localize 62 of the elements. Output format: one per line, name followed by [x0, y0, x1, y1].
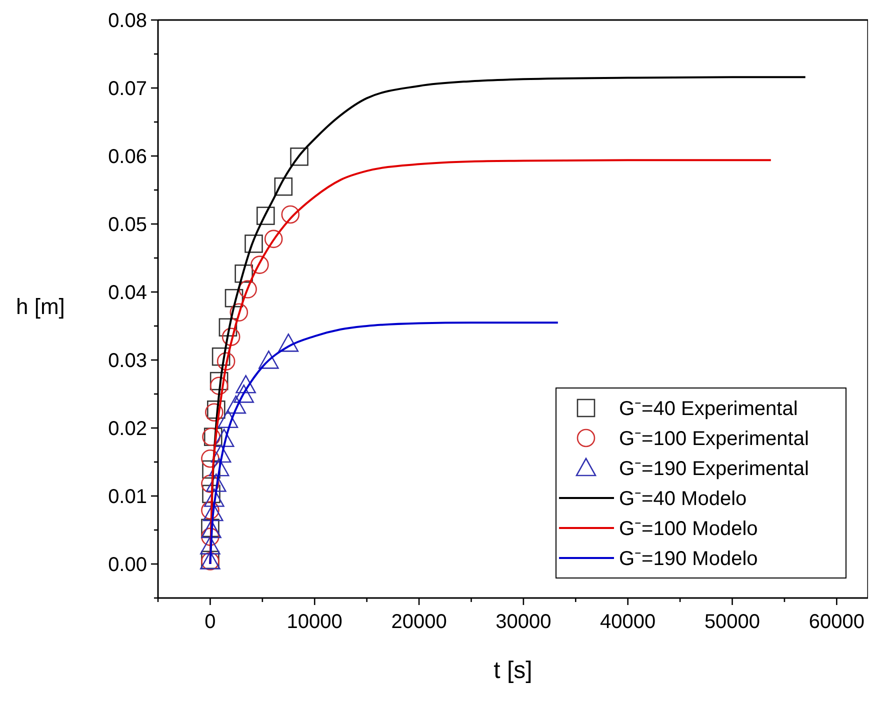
- x-tick-label: 30000: [496, 611, 552, 633]
- y-tick-label: 0.06: [108, 146, 147, 168]
- point: [236, 375, 256, 394]
- y-tick-label: 0.00: [108, 554, 147, 576]
- point: [250, 256, 269, 274]
- point: [234, 264, 253, 283]
- point: [206, 474, 226, 492]
- point: [281, 205, 300, 224]
- y-tick-label: 0.08: [108, 10, 147, 32]
- point: [278, 334, 299, 352]
- x-axis-title: t [s]: [494, 657, 532, 684]
- x-tick-label: 40000: [600, 611, 656, 633]
- legend-label: G⁻=190 Experimental: [619, 458, 809, 480]
- point: [244, 234, 263, 253]
- y-tick-label: 0.04: [108, 282, 147, 304]
- y-axis-title: h [m]: [16, 294, 65, 319]
- point: [201, 528, 220, 546]
- point: [218, 318, 238, 337]
- y-tick-label: 0.03: [108, 350, 147, 372]
- x-tick-label: 60000: [808, 611, 864, 633]
- point: [212, 347, 230, 366]
- x-tick-label: 0: [204, 611, 216, 633]
- point: [201, 474, 220, 493]
- point: [204, 488, 224, 507]
- point: [202, 502, 224, 522]
- point: [214, 428, 234, 448]
- point: [238, 280, 257, 298]
- point: [210, 376, 228, 395]
- point: [202, 460, 220, 479]
- point: [210, 372, 228, 390]
- point: [210, 444, 232, 463]
- legend-label: G⁻=100 Experimental: [619, 428, 809, 450]
- point: [264, 230, 283, 248]
- point: [201, 501, 220, 520]
- point: [207, 400, 226, 419]
- point: [274, 177, 293, 196]
- point: [256, 206, 275, 225]
- legend-label: G⁻=40 Experimental: [619, 398, 798, 420]
- y-tick-label: 0.02: [108, 418, 147, 440]
- legend-label: G⁻=190 Modelo: [619, 548, 758, 570]
- point: [201, 449, 220, 468]
- point: [230, 303, 248, 322]
- point: [216, 352, 236, 371]
- point: [200, 536, 220, 554]
- point: [226, 395, 246, 414]
- y-tick-label: 0.07: [108, 78, 147, 100]
- point: [222, 328, 240, 346]
- point: [224, 288, 244, 308]
- point: [290, 148, 308, 166]
- x-tick-label: 20000: [391, 611, 447, 633]
- point: [205, 403, 224, 422]
- point: [218, 410, 238, 428]
- point: [234, 384, 254, 403]
- x-tick-label: 10000: [286, 611, 342, 633]
- x-tick-label: 50000: [704, 611, 760, 633]
- point: [208, 458, 230, 476]
- legend-label: G⁻=100 Modelo: [619, 518, 758, 540]
- legend-label: G⁻=40 Modelo: [619, 488, 747, 510]
- point: [202, 484, 220, 504]
- point: [258, 350, 279, 369]
- y-tick-label: 0.05: [108, 214, 147, 236]
- y-tick-label: 0.01: [108, 486, 147, 508]
